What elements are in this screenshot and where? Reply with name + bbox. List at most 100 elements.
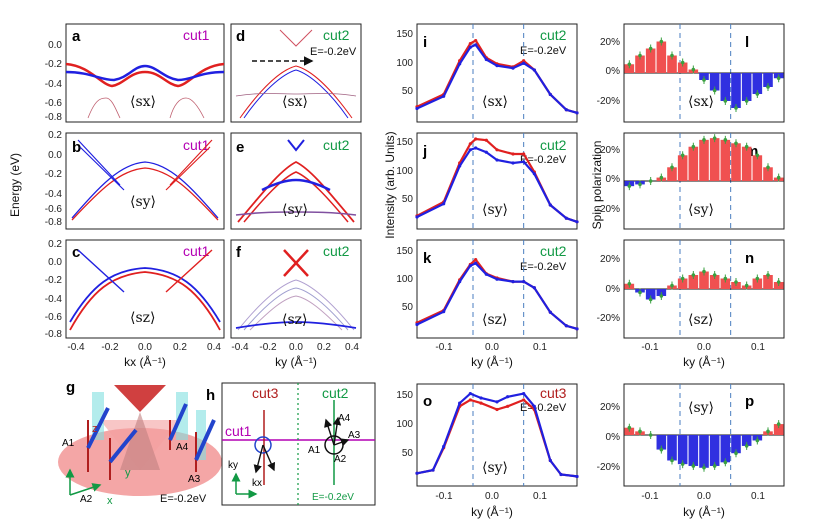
panel-n: n ⟨sz⟩ 20% 0% -20% <box>597 239 785 339</box>
kx-axis-label: kx (Å⁻¹) <box>124 354 166 369</box>
svg-text:⟨sy⟩: ⟨sy⟩ <box>482 460 508 476</box>
svg-text:-0.4: -0.4 <box>231 342 249 353</box>
data-point <box>458 401 462 405</box>
svg-text:E=-0.2eV: E=-0.2eV <box>520 45 567 57</box>
bar <box>720 139 731 181</box>
spin-ticks-col4: -0.1 0.0 0.1 <box>641 342 765 353</box>
svg-text:cut2: cut2 <box>540 243 567 259</box>
svg-text:0.0: 0.0 <box>697 491 711 502</box>
svg-text:-0.2: -0.2 <box>45 275 63 286</box>
svg-text:0%: 0% <box>606 174 621 185</box>
svg-text:100: 100 <box>396 166 413 177</box>
svg-text:d: d <box>236 28 245 45</box>
svg-text:cut2: cut2 <box>540 27 567 43</box>
int-ticks-col3: -0.1 0.0 0.1 <box>435 342 547 353</box>
svg-text:50: 50 <box>402 448 414 459</box>
panel-c: c cut1 ⟨sz⟩ <box>65 239 225 339</box>
svg-text:0.0: 0.0 <box>485 342 499 353</box>
svg-text:⟨sz⟩: ⟨sz⟩ <box>130 310 155 326</box>
data-point <box>468 391 472 396</box>
spin-ticks-p: -0.1 0.0 0.1 <box>641 491 765 502</box>
panel-e: e cut2 ⟨sy⟩ <box>230 132 362 230</box>
data-point <box>442 94 446 98</box>
svg-text:h: h <box>206 387 215 404</box>
svg-text:cut1: cut1 <box>183 27 210 43</box>
data-point <box>575 220 579 224</box>
band-blue <box>69 267 221 323</box>
band-red <box>69 271 221 331</box>
bar <box>677 435 688 465</box>
bar <box>677 62 688 73</box>
band-red <box>71 167 219 221</box>
panel-i: i cut2 E=-0.2eV ⟨sx⟩ 150 100 50 <box>396 23 579 123</box>
data-point <box>575 327 579 331</box>
data-point <box>522 152 526 156</box>
bar <box>720 278 731 289</box>
svg-text:⟨sz⟩: ⟨sz⟩ <box>688 312 713 328</box>
bar <box>677 155 688 181</box>
bar <box>763 73 773 87</box>
svg-text:⟨sx⟩: ⟨sx⟩ <box>130 94 156 110</box>
data-point <box>511 161 515 165</box>
svg-text:A4: A4 <box>338 413 351 424</box>
data-point <box>484 57 488 62</box>
bar <box>752 155 763 181</box>
svg-text:a: a <box>72 28 81 45</box>
intensity-axis-label: Intensity (arb. Units) <box>383 131 397 238</box>
panel-d: d cut2 E=-0.2eV ⟨sx⟩ <box>230 23 362 123</box>
svg-text:⟨sx⟩: ⟨sx⟩ <box>282 94 308 110</box>
data-point <box>559 472 563 477</box>
panel-o: o cut3 E=-0.2eV ⟨sy⟩ 150 100 50 <box>396 383 579 487</box>
svg-text:l: l <box>745 34 749 51</box>
svg-text:0.0: 0.0 <box>48 257 62 268</box>
svg-text:0.1: 0.1 <box>533 342 547 353</box>
svg-text:n: n <box>745 250 754 267</box>
data-point <box>442 202 446 206</box>
bar <box>688 435 699 466</box>
spin-axis-label: Spin polarization <box>590 141 604 230</box>
svg-text:0.4: 0.4 <box>207 342 221 353</box>
data-point <box>415 106 419 111</box>
bar <box>741 435 752 446</box>
plot-area <box>415 24 579 122</box>
svg-text:-0.4: -0.4 <box>45 294 63 305</box>
data-point <box>522 398 526 402</box>
svg-text:⟨sy⟩: ⟨sy⟩ <box>482 202 508 218</box>
data-point <box>415 471 419 475</box>
bar <box>731 73 741 108</box>
svg-text:⟨sx⟩: ⟨sx⟩ <box>688 94 714 110</box>
svg-text:g: g <box>66 379 75 396</box>
svg-text:e: e <box>236 139 244 156</box>
data-point <box>548 92 552 97</box>
svg-text:cut2: cut2 <box>322 385 349 401</box>
int-ticks-o: -0.1 0.0 0.1 <box>435 491 547 502</box>
svg-text:0.1: 0.1 <box>533 491 547 502</box>
bar <box>741 73 752 101</box>
svg-text:⟨sz⟩: ⟨sz⟩ <box>482 312 507 328</box>
bar <box>763 275 773 289</box>
svg-text:-20%: -20% <box>597 462 620 473</box>
ky-axis-label-col2: ky (Å⁻¹) <box>275 354 317 369</box>
bar <box>720 73 731 101</box>
svg-text:-0.2: -0.2 <box>101 342 119 353</box>
data-point <box>548 458 552 463</box>
svg-text:⟨sy⟩: ⟨sy⟩ <box>130 194 156 210</box>
svg-text:⟨sy⟩: ⟨sy⟩ <box>688 202 714 218</box>
data-point <box>458 280 462 284</box>
svg-text:-0.6: -0.6 <box>45 204 63 215</box>
svg-text:E=-0.2eV: E=-0.2eV <box>160 493 207 505</box>
svg-text:c: c <box>72 244 80 261</box>
svg-text:cut2: cut2 <box>323 137 350 153</box>
panel-f: f cut2 ⟨sz⟩ <box>230 239 362 339</box>
bar <box>688 275 699 289</box>
svg-text:-0.6: -0.6 <box>45 98 63 109</box>
panel-b: b cut1 ⟨sy⟩ <box>65 132 225 230</box>
band-red <box>65 62 225 88</box>
data-point <box>564 108 568 112</box>
svg-text:A2: A2 <box>334 454 347 465</box>
svg-text:0.2: 0.2 <box>173 342 187 353</box>
svg-text:50: 50 <box>402 194 414 205</box>
band-blue <box>71 161 219 219</box>
data-point <box>575 111 579 115</box>
data-point <box>522 391 526 396</box>
